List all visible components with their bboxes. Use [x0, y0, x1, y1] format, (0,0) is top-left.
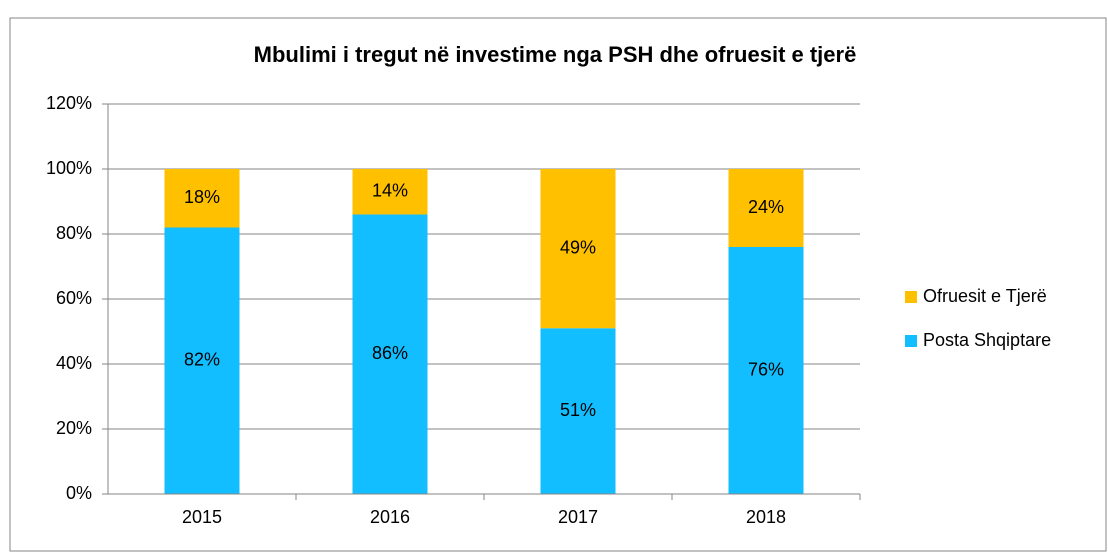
bar-segment — [728, 169, 804, 247]
legend-label: Posta Shqiptare — [923, 330, 1051, 350]
data-label: 49% — [560, 237, 596, 257]
data-label: 24% — [748, 197, 784, 217]
x-tick-label: 2017 — [558, 507, 598, 527]
chart-title: Mbulimi i tregut në investime nga PSH dh… — [254, 42, 857, 67]
legend-swatch — [905, 335, 917, 347]
bar-segment — [164, 227, 240, 494]
data-label: 76% — [748, 359, 784, 379]
y-tick-label: 0% — [66, 483, 92, 503]
legend-swatch — [905, 291, 917, 303]
data-label: 14% — [372, 181, 408, 201]
data-label: 82% — [184, 350, 220, 370]
bar-segment — [540, 169, 616, 329]
y-tick-label: 40% — [56, 353, 92, 373]
legend-label: Ofruesit e Tjerë — [923, 286, 1047, 306]
data-label: 18% — [184, 187, 220, 207]
x-tick-label: 2015 — [182, 507, 222, 527]
bar-segment — [352, 169, 428, 215]
bar-segment — [540, 328, 616, 494]
y-tick-label: 80% — [56, 223, 92, 243]
data-label: 51% — [560, 400, 596, 420]
y-tick-label: 60% — [56, 288, 92, 308]
x-tick-label: 2016 — [370, 507, 410, 527]
y-tick-label: 100% — [46, 158, 92, 178]
y-tick-label: 120% — [46, 93, 92, 113]
data-label: 86% — [372, 343, 408, 363]
bar-segment — [728, 247, 804, 494]
y-tick-label: 20% — [56, 418, 92, 438]
bar-segment — [164, 169, 240, 228]
x-tick-label: 2018 — [746, 507, 786, 527]
bar-segment — [352, 214, 428, 494]
